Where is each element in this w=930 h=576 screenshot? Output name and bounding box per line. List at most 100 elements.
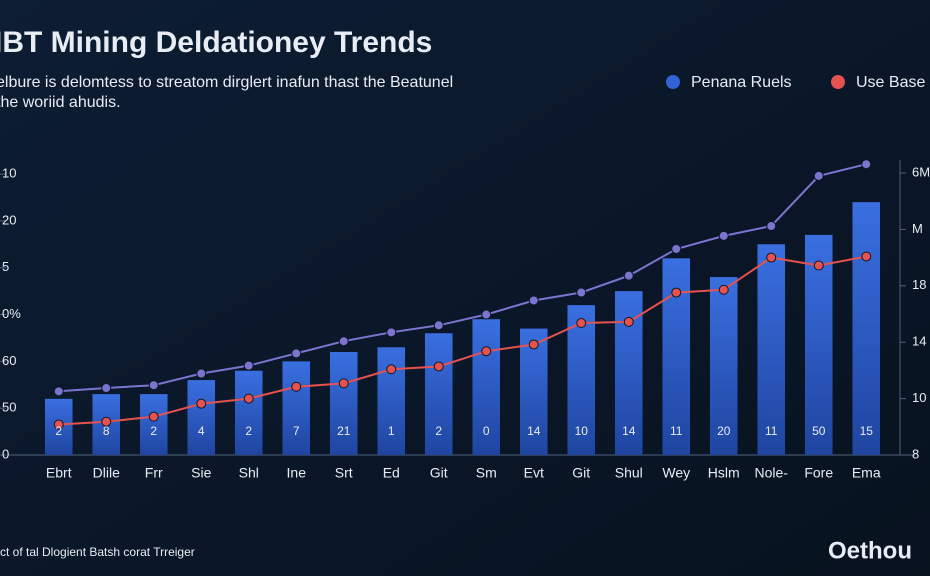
bar-note: 2 bbox=[435, 424, 442, 438]
bar bbox=[187, 380, 216, 455]
line-point bbox=[101, 383, 112, 394]
line bbox=[58, 255, 867, 426]
bar bbox=[804, 234, 833, 455]
x-tick-label: Dlile bbox=[93, 465, 120, 481]
bar-note: 21 bbox=[337, 424, 351, 438]
bar-note: 50 bbox=[812, 424, 826, 438]
x-tick-label: Evt bbox=[524, 465, 544, 481]
subtitle: elbure is delomtess to streatom dirglert… bbox=[0, 74, 453, 91]
bar-note: 10 bbox=[575, 424, 589, 438]
chart-title: IBT Mining Deldationey Trends bbox=[0, 26, 432, 59]
bar-note: 7 bbox=[293, 424, 300, 438]
line-point bbox=[338, 378, 349, 389]
legend-label: Use Base bbox=[856, 74, 925, 91]
bar bbox=[709, 277, 738, 455]
x-tick-label: Git bbox=[572, 465, 590, 481]
line-point bbox=[433, 320, 444, 331]
y2-tick-label: M bbox=[912, 221, 923, 236]
bar-note: 0 bbox=[483, 424, 490, 438]
line-point bbox=[813, 170, 824, 181]
legend-label: Penana Ruels bbox=[691, 74, 792, 91]
line bbox=[58, 163, 867, 393]
line-point bbox=[243, 393, 254, 404]
x-tick-label: Srt bbox=[335, 465, 353, 481]
bar-note: 4 bbox=[198, 424, 205, 438]
y-tick-label: 0 bbox=[2, 446, 9, 461]
y-tick-label: 0% bbox=[2, 306, 21, 321]
y2-tick-label: 6M bbox=[912, 164, 930, 179]
y2-tick-label: 18 bbox=[912, 277, 926, 292]
footer: ct of tal Dlogient Batsh corat Trreiger bbox=[0, 545, 195, 559]
line-point bbox=[386, 327, 397, 338]
bar-note: 11 bbox=[670, 424, 683, 438]
bar-note: 8 bbox=[103, 424, 110, 438]
y2-tick-label: 8 bbox=[912, 446, 919, 461]
line-point bbox=[386, 364, 397, 375]
line-point bbox=[148, 411, 159, 422]
x-tick-label: Ine bbox=[287, 465, 307, 481]
line-point bbox=[481, 346, 492, 357]
x-tick-label: Ema bbox=[852, 465, 881, 481]
line-point bbox=[53, 386, 64, 397]
y-tick-label: 20 bbox=[2, 212, 16, 227]
y2-tick-label: 14 bbox=[912, 334, 926, 349]
line-point bbox=[338, 336, 349, 347]
x-tick-label: Nole- bbox=[755, 465, 789, 481]
line-point bbox=[718, 230, 729, 241]
bar bbox=[329, 351, 358, 455]
line-point bbox=[196, 398, 207, 409]
y-tick-label: 10 bbox=[2, 165, 16, 180]
legend-swatch bbox=[666, 75, 680, 89]
x-tick-label: Frr bbox=[145, 465, 163, 481]
bar bbox=[282, 361, 311, 455]
line-point bbox=[766, 221, 777, 232]
legend-swatch bbox=[831, 75, 845, 89]
line-point bbox=[861, 159, 872, 170]
line-point bbox=[813, 260, 824, 271]
y-tick-label: 60 bbox=[2, 353, 16, 368]
bar bbox=[424, 333, 453, 455]
line-point bbox=[623, 270, 634, 281]
line-point bbox=[291, 381, 302, 392]
x-tick-label: Sie bbox=[191, 465, 211, 481]
bar-note: 14 bbox=[622, 424, 636, 438]
line-point bbox=[576, 287, 587, 298]
x-tick-label: Hslm bbox=[708, 465, 740, 481]
x-tick-label: Git bbox=[430, 465, 448, 481]
line-point bbox=[671, 287, 682, 298]
bar bbox=[472, 319, 501, 455]
line-point bbox=[243, 360, 254, 371]
bar bbox=[567, 305, 596, 455]
bar-note: 2 bbox=[150, 424, 157, 438]
line-point bbox=[53, 419, 64, 430]
bar-note: 1 bbox=[388, 424, 395, 438]
x-tick-label: Shul bbox=[615, 465, 643, 481]
line-point bbox=[433, 361, 444, 372]
y2-tick-label: 10 bbox=[912, 390, 926, 405]
bar-note: 14 bbox=[527, 424, 541, 438]
bar-note: 11 bbox=[765, 424, 778, 438]
bar bbox=[139, 394, 168, 455]
x-tick-label: Fore bbox=[804, 465, 833, 481]
subtitle: the woriid ahudis. bbox=[0, 94, 121, 111]
line-point bbox=[101, 416, 112, 427]
bar-note: 20 bbox=[717, 424, 731, 438]
logo: Oethou bbox=[828, 537, 912, 564]
bar bbox=[377, 347, 406, 455]
x-tick-label: Shl bbox=[239, 465, 259, 481]
line-point bbox=[291, 348, 302, 359]
line-point bbox=[576, 318, 587, 329]
bar bbox=[852, 202, 881, 455]
x-tick-label: Sm bbox=[476, 465, 497, 481]
bar bbox=[519, 328, 548, 455]
x-tick-label: Wey bbox=[662, 465, 690, 481]
line-point bbox=[718, 284, 729, 295]
y-tick-label: 5 bbox=[2, 259, 9, 274]
x-tick-label: Ed bbox=[383, 465, 400, 481]
y-tick-label: 50 bbox=[2, 400, 16, 415]
bar-note: 2 bbox=[55, 424, 62, 438]
line-point bbox=[148, 380, 159, 391]
line-point bbox=[481, 309, 492, 320]
